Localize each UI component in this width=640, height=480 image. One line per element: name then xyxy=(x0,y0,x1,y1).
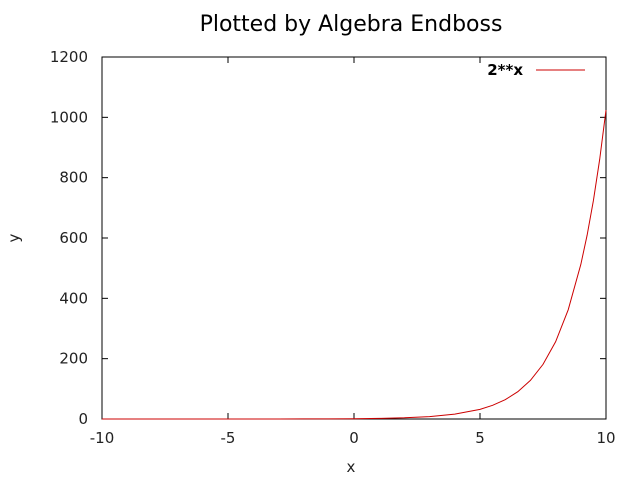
x-tick-label: -10 xyxy=(90,429,115,447)
y-tick-label: 600 xyxy=(59,229,88,247)
y-tick-label: 800 xyxy=(59,169,88,187)
plot-frame xyxy=(101,56,607,420)
legend: 2**x xyxy=(487,61,585,79)
y-tick-label: 1200 xyxy=(50,48,88,66)
legend-label: 2**x xyxy=(487,61,523,79)
y-tick-label: 400 xyxy=(59,289,88,307)
ticks-layer: -10 -5 0 5 10 0 200 400 600 800 1000 1200 xyxy=(50,48,616,447)
y-tick-label: 200 xyxy=(59,350,88,368)
x-axis-label: x xyxy=(347,458,356,476)
axes-layer xyxy=(101,56,607,420)
y-axis-label: y xyxy=(5,233,23,242)
y-tick-label: 1000 xyxy=(50,108,88,126)
x-tick-label: -5 xyxy=(221,429,236,447)
chart-title: Plotted by Algebra Endboss xyxy=(200,12,503,37)
x-tick-label: 0 xyxy=(349,429,359,447)
series-line-2x xyxy=(102,110,607,420)
y-tick-label: 0 xyxy=(78,410,88,428)
x-tick-label: 10 xyxy=(596,429,615,447)
x-tick-label: 5 xyxy=(475,429,485,447)
series-layer xyxy=(102,110,607,420)
